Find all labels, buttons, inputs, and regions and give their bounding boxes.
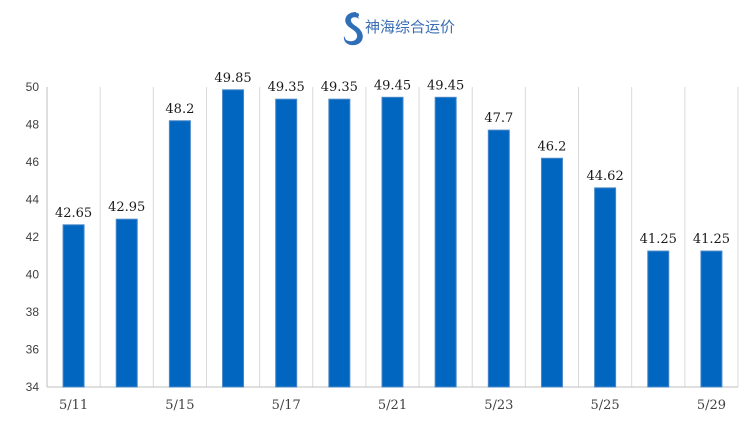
y-tick-label: 40 [26,268,40,282]
y-tick-label: 36 [26,343,40,357]
bar [540,157,563,388]
bar [647,250,670,388]
bar [700,250,723,388]
y-tick-label: 44 [26,193,40,207]
data-label: 42.65 [55,206,92,221]
data-label: 48.2 [165,102,194,117]
brand-name: 神海综合运价 [365,18,455,36]
x-tick-label: 5/23 [484,398,513,413]
data-label: 49.35 [321,80,358,95]
data-label: 49.85 [214,71,251,86]
y-tick-label: 34 [26,380,40,394]
brand-header: 神海综合运价 [343,12,455,46]
x-tick-label: 5/29 [697,398,726,413]
bar [62,224,85,388]
x-tick-label: 5/21 [378,398,407,413]
bars [62,89,723,388]
data-label: 41.25 [640,232,677,247]
axes: 34 36 38 40 42 44 46 48 50 5/11 5/15 5/17 5/21 5/23 5/… [26,80,738,413]
data-label: 42.95 [108,200,145,215]
data-label: 46.2 [537,139,566,154]
bar [222,89,245,388]
data-label: 49.35 [268,80,305,95]
x-tick-label: 5/15 [165,398,194,413]
x-tick-label: 5/11 [59,398,88,413]
bar [434,96,457,388]
data-label: 49.45 [427,78,464,93]
bar [275,98,298,388]
y-tick-label: 48 [26,118,40,132]
y-tick-label: 38 [26,305,40,319]
bar [328,98,351,388]
y-tick-label: 46 [26,155,40,169]
seahorse-s-logo-icon [343,12,363,46]
x-tick-label: 5/25 [591,398,620,413]
data-label: 44.62 [587,169,624,184]
grid [99,87,739,387]
bar [487,129,510,388]
data-label: 49.45 [374,78,411,93]
data-label: 41.25 [693,232,730,247]
bar [594,187,617,388]
y-tick-label: 42 [26,230,40,244]
bar [168,120,191,388]
bar [381,96,404,388]
bar [115,218,138,388]
x-tick-label: 5/17 [272,398,301,413]
data-labels: 42.65 42.95 48.2 49.85 49.35 49.35 49.45 49.45 4… [55,71,730,247]
y-tick-label: 50 [26,80,40,94]
data-label: 47.7 [484,111,513,126]
